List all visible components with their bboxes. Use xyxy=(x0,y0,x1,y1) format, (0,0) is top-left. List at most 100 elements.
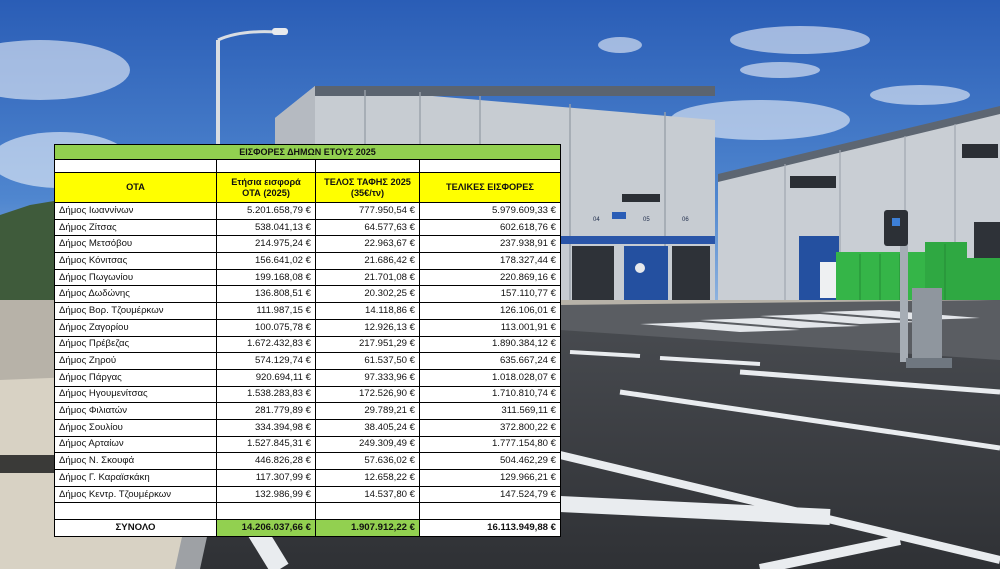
total-label: ΣΥΝΟΛΟ xyxy=(54,519,217,538)
blank-cell xyxy=(54,159,217,173)
burial-fee: 12.658,22 € xyxy=(315,469,420,487)
annual-contribution: 111.987,15 € xyxy=(216,302,316,320)
burial-fee: 61.537,50 € xyxy=(315,352,420,370)
contributions-table: ΕΙΣΦΟΡΕΣ ΔΗΜΩΝ ΕΤΟΥΣ 2025 ΟΤΑ Ετήσια εισ… xyxy=(54,144,561,538)
table-row: Δήμος Ηγουμενίτσας 1.538.283,83 €172.526,… xyxy=(54,385,561,404)
table-row: Δήμος Πρέβεζας 1.672.432,83 €217.951,29 €… xyxy=(54,335,561,354)
door-number-3: 06 xyxy=(682,217,689,223)
final-contribution: 311.569,11 € xyxy=(419,402,561,420)
table-row: Δήμος Βορ. Τζουμέρκων 111.987,15 €14.118,… xyxy=(54,302,561,320)
table-title: ΕΙΣΦΟΡΕΣ ΔΗΜΩΝ ΕΤΟΥΣ 2025 xyxy=(54,144,561,160)
municipality-name: Δήμος Πρέβεζας xyxy=(54,335,217,354)
table-row: Δήμος Ν. Σκουφά 446.826,28 €57.636,02 €50… xyxy=(54,452,561,470)
final-contribution: 126.106,01 € xyxy=(419,302,561,320)
final-contribution: 220.869,16 € xyxy=(419,268,561,287)
annual-contribution: 574.129,74 € xyxy=(216,352,316,370)
final-contribution: 1.710.810,74 € xyxy=(419,385,561,404)
header-annual-line1: Ετήσια εισφορά xyxy=(231,176,301,187)
annual-contribution: 100.075,78 € xyxy=(216,318,316,337)
table-row: Δήμος Μετσόβου 214.975,24 €22.963,67 €237… xyxy=(54,235,561,254)
blank-cell xyxy=(419,502,561,521)
table-row: Δήμος Δωδώνης 136.808,51 €20.302,25 €157.… xyxy=(54,285,561,304)
burial-fee: 14.118,86 € xyxy=(315,302,420,320)
final-contribution: 635.667,24 € xyxy=(419,352,561,370)
municipality-name: Δήμος Ν. Σκουφά xyxy=(54,452,217,470)
burial-fee: 172.526,90 € xyxy=(315,385,420,404)
header-fee-line1: ΤΕΛΟΣ ΤΑΦΗΣ 2025 xyxy=(324,176,411,187)
burial-fee: 97.333,96 € xyxy=(315,368,420,387)
final-contribution: 1.777.154,80 € xyxy=(419,435,561,454)
municipality-name: Δήμος Δωδώνης xyxy=(54,285,217,304)
table-row: Δήμος Φιλιατών 281.779,89 €29.789,21 €311… xyxy=(54,402,561,420)
table-row: Δήμος Ιωαννίνων 5.201.658,79 €777.950,54 … xyxy=(54,202,561,220)
header-fee: ΤΕΛΟΣ ΤΑΦΗΣ 2025 (35€/τν) xyxy=(315,172,420,203)
table-row: Δήμος Ζαγορίου 100.075,78 €12.926,13 €113… xyxy=(54,318,561,337)
municipality-name: Δήμος Αρταίων xyxy=(54,435,217,454)
municipality-name: Δήμος Ζηρού xyxy=(54,352,217,370)
annual-contribution: 199.168,08 € xyxy=(216,268,316,287)
hill xyxy=(0,200,60,300)
street-lamp xyxy=(216,28,288,150)
table-row: Δήμος Ζίτσας 538.041,13 €64.577,63 €602.6… xyxy=(54,218,561,237)
final-contribution: 1.890.384,12 € xyxy=(419,335,561,354)
door-number-1: 04 xyxy=(593,217,600,223)
burial-fee: 777.950,54 € xyxy=(315,202,420,220)
burial-fee: 57.636,02 € xyxy=(315,452,420,470)
annual-contribution: 538.041,13 € xyxy=(216,218,316,237)
final-contribution: 147.524,79 € xyxy=(419,485,561,504)
burial-fee: 21.701,08 € xyxy=(315,268,420,287)
annual-contribution: 5.201.658,79 € xyxy=(216,202,316,220)
burial-fee: 22.963,67 € xyxy=(315,235,420,254)
burial-fee: 38.405,24 € xyxy=(315,418,420,437)
final-contribution: 504.462,29 € xyxy=(419,452,561,470)
municipality-name: Δήμος Πωγωνίου xyxy=(54,268,217,287)
table-row: Δήμος Αρταίων 1.527.845,31 €249.309,49 €1… xyxy=(54,435,561,454)
burial-fee: 20.302,25 € xyxy=(315,285,420,304)
table-row: Δήμος Γ. Καραϊσκάκη 117.307,99 €12.658,22… xyxy=(54,469,561,487)
header-ota: ΟΤΑ xyxy=(54,172,217,203)
door-number-2: 05 xyxy=(643,217,650,223)
final-contribution: 129.966,21 € xyxy=(419,469,561,487)
final-contribution: 237.938,91 € xyxy=(419,235,561,254)
annual-contribution: 920.694,11 € xyxy=(216,368,316,387)
total-final: 16.113.949,88 € xyxy=(419,519,561,538)
total-fee: 1.907.912,22 € xyxy=(315,519,420,538)
annual-contribution: 117.307,99 € xyxy=(216,469,316,487)
municipality-name: Δήμος Πάργας xyxy=(54,368,217,387)
final-contribution: 157.110,77 € xyxy=(419,285,561,304)
municipality-name: Δήμος Γ. Καραϊσκάκη xyxy=(54,469,217,487)
annual-contribution: 156.641,02 € xyxy=(216,252,316,270)
header-annual-line2: ΟΤΑ (2025) xyxy=(242,187,290,198)
table-row: Δήμος Ζηρού 574.129,74 €61.537,50 €635.66… xyxy=(54,352,561,370)
blank-cell xyxy=(419,159,561,173)
municipality-name: Δήμος Κεντρ. Τζουμέρκων xyxy=(54,485,217,504)
final-contribution: 1.018.028,07 € xyxy=(419,368,561,387)
header-fee-line2: (35€/τν) xyxy=(350,187,385,198)
annual-contribution: 1.538.283,83 € xyxy=(216,385,316,404)
burial-fee: 12.926,13 € xyxy=(315,318,420,337)
municipality-name: Δήμος Κόνιτσας xyxy=(54,252,217,270)
annual-contribution: 1.672.432,83 € xyxy=(216,335,316,354)
total-annual: 14.206.037,66 € xyxy=(216,519,316,538)
burial-fee: 14.537,80 € xyxy=(315,485,420,504)
municipality-name: Δήμος Ζαγορίου xyxy=(54,318,217,337)
final-contribution: 178.327,44 € xyxy=(419,252,561,270)
annual-contribution: 132.986,99 € xyxy=(216,485,316,504)
final-contribution: 372.800,22 € xyxy=(419,418,561,437)
annual-contribution: 1.527.845,31 € xyxy=(216,435,316,454)
annual-contribution: 136.808,51 € xyxy=(216,285,316,304)
blank-cell xyxy=(216,159,316,173)
municipality-name: Δήμος Ηγουμενίτσας xyxy=(54,385,217,404)
annual-contribution: 334.394,98 € xyxy=(216,418,316,437)
table-body: Δήμος Ιωαννίνων 5.201.658,79 €777.950,54 … xyxy=(54,202,561,538)
final-contribution: 5.979.609,33 € xyxy=(419,202,561,220)
annual-contribution: 446.826,28 € xyxy=(216,452,316,470)
header-final: ΤΕΛΙΚΕΣ ΕΙΣΦΟΡΕΣ xyxy=(419,172,561,203)
annual-contribution: 281.779,89 € xyxy=(216,402,316,420)
burial-fee: 249.309,49 € xyxy=(315,435,420,454)
parking-barrier xyxy=(884,210,952,368)
blank-cell xyxy=(54,502,217,521)
blank-cell xyxy=(216,502,316,521)
final-contribution: 602.618,76 € xyxy=(419,218,561,237)
burial-fee: 21.686,42 € xyxy=(315,252,420,270)
